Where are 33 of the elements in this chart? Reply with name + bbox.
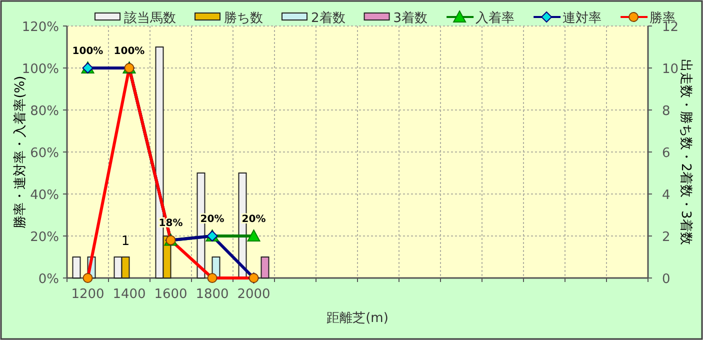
data-label: 100% bbox=[72, 46, 104, 57]
x-tick-label: 1800 bbox=[196, 287, 229, 302]
y-tick-label: 100% bbox=[22, 62, 59, 77]
y2-tick-label: 2 bbox=[662, 230, 670, 245]
y-tick-label: 60% bbox=[30, 146, 59, 161]
y2-axis-title: 出走数・勝ち数・2着数・3着数 bbox=[678, 59, 694, 245]
legend-label: 該当馬数 bbox=[124, 10, 176, 26]
y-tick-label: 80% bbox=[30, 104, 59, 119]
x-tick-label: 1200 bbox=[71, 287, 104, 302]
legend-label: 勝ち数 bbox=[224, 11, 263, 26]
y2-tick-label: 10 bbox=[662, 62, 679, 77]
legend-label: 連対率 bbox=[562, 10, 602, 26]
point bbox=[247, 230, 260, 242]
y2-tick-label: 8 bbox=[662, 104, 670, 119]
legend-label: 3着数 bbox=[393, 10, 428, 26]
y-tick-label: 40% bbox=[30, 188, 59, 203]
x-tick-label: 1400 bbox=[112, 287, 146, 302]
y2-tick-label: 6 bbox=[662, 146, 670, 161]
legend-label: 入着率 bbox=[476, 10, 515, 26]
x-tick-label: 2000 bbox=[237, 287, 270, 302]
y2-tick-label: 4 bbox=[662, 188, 670, 203]
x-tick-label: 1600 bbox=[154, 287, 188, 302]
y-axis-title: 勝率・連対率・入着率(%) bbox=[12, 76, 28, 228]
y-tick-label: 120% bbox=[22, 20, 59, 35]
data-label: 1 bbox=[121, 234, 130, 249]
y-tick-label: 20% bbox=[30, 230, 59, 245]
y-tick-label: 0% bbox=[38, 272, 59, 287]
legend-label: 2着数 bbox=[311, 10, 346, 26]
bar bbox=[72, 256, 81, 278]
y2-tick-label: 12 bbox=[662, 20, 679, 35]
y2-tick-label: 0 bbox=[662, 272, 670, 287]
x-axis-title: 距離芝(m) bbox=[326, 311, 388, 326]
data-label: 100% bbox=[114, 46, 145, 57]
